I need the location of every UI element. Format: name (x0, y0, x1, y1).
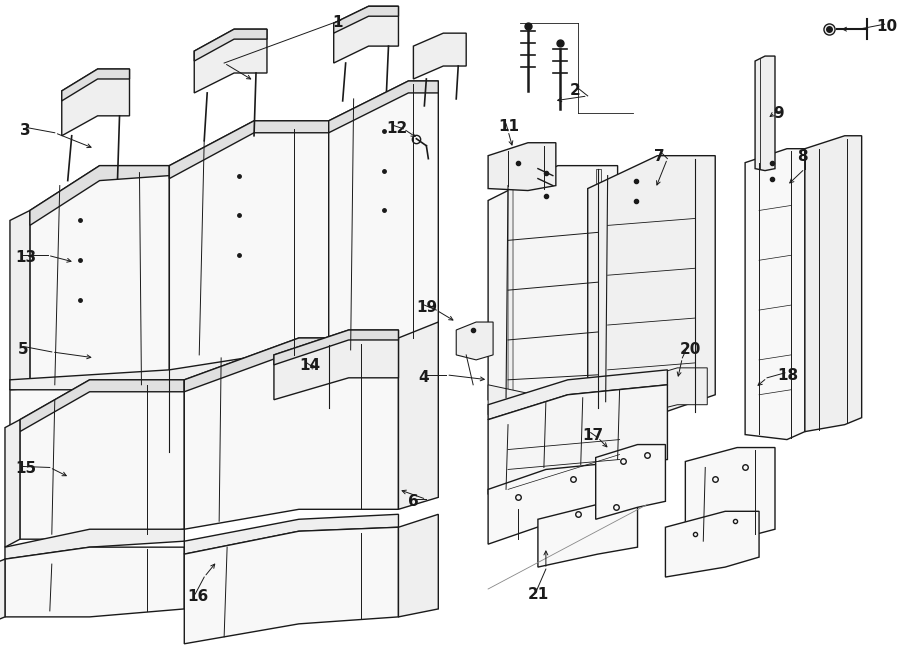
Text: 11: 11 (498, 119, 519, 134)
Polygon shape (184, 338, 399, 529)
Text: 6: 6 (409, 494, 419, 510)
Polygon shape (274, 330, 399, 400)
Polygon shape (274, 330, 399, 365)
Text: 19: 19 (417, 300, 437, 315)
Polygon shape (488, 370, 668, 420)
Text: 13: 13 (15, 251, 36, 265)
Polygon shape (488, 465, 596, 544)
Polygon shape (399, 514, 438, 617)
Polygon shape (488, 166, 617, 410)
Polygon shape (20, 380, 184, 432)
Polygon shape (805, 136, 861, 432)
Polygon shape (194, 29, 267, 93)
Polygon shape (62, 69, 130, 136)
Text: 2: 2 (570, 83, 580, 98)
Polygon shape (334, 6, 399, 33)
Polygon shape (184, 338, 399, 392)
Polygon shape (169, 121, 328, 390)
Polygon shape (10, 338, 438, 390)
Text: 21: 21 (528, 587, 549, 602)
Text: 18: 18 (777, 368, 798, 383)
Polygon shape (328, 81, 438, 360)
Polygon shape (596, 445, 665, 520)
Polygon shape (745, 149, 805, 440)
Polygon shape (488, 143, 556, 190)
Polygon shape (488, 385, 617, 428)
Polygon shape (184, 514, 399, 554)
Polygon shape (596, 169, 600, 408)
Polygon shape (665, 512, 759, 577)
Polygon shape (30, 166, 169, 400)
Polygon shape (169, 121, 328, 178)
Text: 20: 20 (680, 342, 701, 357)
Text: 9: 9 (773, 106, 784, 121)
Text: 5: 5 (18, 342, 29, 357)
Polygon shape (588, 156, 716, 414)
Polygon shape (637, 368, 707, 414)
Polygon shape (538, 499, 637, 567)
Text: 17: 17 (582, 428, 604, 443)
Text: 14: 14 (299, 358, 320, 373)
Text: 1: 1 (333, 15, 343, 30)
Polygon shape (30, 166, 169, 225)
Text: 16: 16 (187, 589, 209, 604)
Polygon shape (62, 69, 130, 101)
Text: 15: 15 (15, 461, 36, 477)
Polygon shape (5, 547, 184, 617)
Polygon shape (685, 447, 775, 547)
Polygon shape (10, 210, 30, 390)
Polygon shape (413, 33, 466, 79)
Polygon shape (10, 345, 438, 459)
Polygon shape (5, 529, 184, 559)
Text: 10: 10 (877, 19, 897, 34)
Polygon shape (755, 56, 775, 171)
Polygon shape (0, 559, 5, 621)
Polygon shape (5, 420, 20, 547)
Text: 4: 4 (418, 370, 429, 385)
Polygon shape (508, 186, 513, 398)
Polygon shape (20, 380, 184, 539)
Text: 7: 7 (654, 149, 665, 164)
Polygon shape (194, 29, 267, 61)
Polygon shape (334, 6, 399, 63)
Polygon shape (328, 81, 438, 133)
Polygon shape (399, 322, 438, 510)
Text: 8: 8 (796, 149, 807, 164)
Polygon shape (184, 527, 399, 644)
Text: 12: 12 (386, 121, 408, 136)
Text: 3: 3 (20, 123, 31, 137)
Polygon shape (456, 322, 493, 360)
Polygon shape (488, 385, 668, 494)
